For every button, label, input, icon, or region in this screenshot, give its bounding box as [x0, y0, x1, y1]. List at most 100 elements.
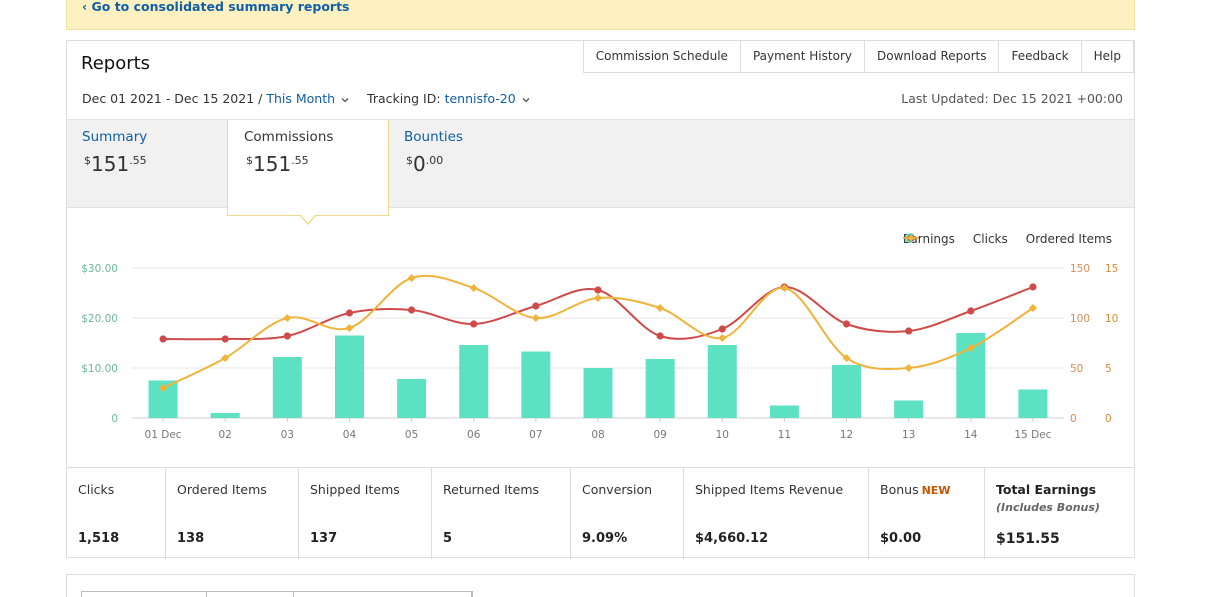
currency-symbol: $ — [246, 154, 253, 167]
ordered-items-point — [594, 294, 602, 302]
stat-shipped-items-label: Shipped Items — [310, 482, 400, 497]
x-tick-label: 02 — [219, 429, 232, 441]
y-right-clicks-tick-label: 100 — [1070, 313, 1090, 325]
clicks-point — [221, 335, 229, 343]
stat-shipped-revenue-value: $4,660.12 — [695, 531, 769, 546]
stat-ordered-items: Ordered Items 138 — [166, 468, 299, 559]
nav-download-reports[interactable]: Download Reports — [865, 41, 1000, 72]
amount-whole: 0 — [413, 152, 426, 176]
stat-shipped-revenue: Shipped Items Revenue $4,660.12 — [684, 468, 869, 559]
earnings-bar — [397, 379, 427, 418]
chevron-down-icon — [341, 97, 349, 102]
stat-clicks: Clicks 1,518 — [67, 468, 166, 559]
secondary-tab-strip — [81, 591, 473, 597]
ordered-items-point — [718, 334, 727, 342]
x-tick-label: 06 — [467, 429, 481, 441]
date-separator: / — [258, 91, 263, 106]
stat-total-earnings: Total Earnings (Includes Bonus) $151.55 — [985, 468, 1134, 559]
stat-clicks-label: Clicks — [78, 482, 115, 497]
ordered-items-point — [966, 344, 975, 352]
consolidated-reports-link[interactable]: ‹ Go to consolidated summary reports — [82, 0, 350, 14]
y-right-items-tick-label: 5 — [1105, 363, 1112, 375]
period-dropdown[interactable]: This Month — [266, 91, 351, 106]
y-right-items-tick-label: 10 — [1105, 313, 1118, 325]
clicks-point — [1029, 283, 1037, 291]
ordered-items-point — [469, 284, 478, 292]
clicks-point — [656, 332, 664, 340]
secondary-tab[interactable] — [82, 592, 207, 597]
earnings-bar — [210, 413, 240, 418]
nav-commission-schedule[interactable]: Commission Schedule — [584, 41, 741, 72]
clicks-point — [159, 335, 167, 343]
y-right-clicks-tick-label: 0 — [1070, 413, 1077, 425]
earnings-bar — [334, 335, 364, 418]
stat-total-earnings-label: Total Earnings — [996, 482, 1097, 497]
ordered-items-point — [1028, 304, 1037, 312]
secondary-card — [66, 574, 1135, 597]
x-tick-label: 05 — [405, 429, 418, 441]
nav-feedback[interactable]: Feedback — [999, 41, 1082, 72]
amount-cents: .55 — [129, 154, 147, 167]
secondary-tab[interactable] — [207, 592, 294, 597]
legend-earnings-label: Earnings — [902, 232, 955, 246]
ordered-items-point — [345, 324, 354, 332]
x-tick-label: 15 Dec — [1014, 429, 1051, 441]
y-left-tick-label: $30.00 — [81, 263, 118, 275]
x-tick-label: 11 — [778, 429, 791, 441]
earnings-bar — [1018, 389, 1048, 418]
stat-returned-items-value: 5 — [443, 531, 453, 546]
ordered-items-point — [656, 304, 665, 312]
earnings-bar — [459, 345, 489, 418]
x-tick-label: 04 — [343, 429, 357, 441]
clicks-point — [470, 320, 478, 328]
x-tick-label: 03 — [281, 429, 294, 441]
ordered-items-point — [283, 314, 292, 322]
amount-cents: .00 — [425, 154, 444, 167]
amount-whole: 151 — [91, 152, 130, 176]
earnings-bar — [272, 357, 302, 418]
legend-ordered-items-marker — [902, 234, 919, 242]
y-right-items-tick-label: 15 — [1105, 263, 1118, 275]
tab-commissions-value: $151.55 — [246, 152, 309, 176]
clicks-point — [842, 320, 851, 328]
x-tick-label: 01 Dec — [145, 429, 182, 441]
earnings-bar — [707, 345, 737, 418]
earnings-bar — [894, 400, 924, 418]
summary-tabs: Summary $151.55 Commissions $151.55 Boun… — [67, 119, 1134, 225]
legend-ordered-items[interactable]: Ordered Items — [902, 232, 1112, 246]
stat-shipped-revenue-label: Shipped Items Revenue — [695, 482, 844, 497]
tab-bounties[interactable]: Bounties $0.00 — [389, 120, 549, 209]
stat-bonus-text: Bonus — [880, 482, 919, 497]
ordered-items-point — [221, 354, 230, 362]
amount-cents: .55 — [291, 154, 309, 167]
tab-bounties-label: Bounties — [404, 129, 464, 145]
stat-total-earnings-value: $151.55 — [996, 531, 1060, 547]
tab-summary[interactable]: Summary $151.55 — [67, 120, 227, 209]
tracking-id-dropdown[interactable]: tennisfo-20 — [445, 91, 532, 106]
x-tick-label: 13 — [902, 429, 915, 441]
stat-bonus: Bonus NEW $0.00 — [869, 468, 985, 559]
legend-clicks-label: Clicks — [972, 232, 1008, 246]
earnings-bar — [832, 365, 862, 418]
earnings-bar — [583, 368, 613, 418]
tab-summary-label: Summary — [82, 129, 148, 145]
earnings-bar — [645, 359, 675, 418]
reports-card: Reports Commission Schedule Payment Hist… — [66, 40, 1135, 559]
secondary-tab[interactable] — [294, 592, 472, 597]
tab-commissions[interactable]: Commissions $151.55 — [227, 120, 389, 225]
x-tick-label: 09 — [653, 429, 666, 441]
clicks-point — [594, 286, 602, 294]
x-tick-label: 14 — [964, 429, 978, 441]
new-badge: NEW — [921, 484, 951, 497]
earnings-chart: Earnings Clicks Ordered Items 0 $10.00 $20… — [67, 209, 1134, 467]
stat-conversion-value: 9.09% — [582, 531, 628, 546]
tab-commissions-label: Commissions — [244, 129, 334, 145]
last-updated: Last Updated: Dec 15 2021 +00:00 — [901, 91, 1123, 106]
tab-summary-value: $151.55 — [84, 152, 147, 176]
nav-payment-history[interactable]: Payment History — [741, 41, 865, 72]
stat-conversion-label: Conversion — [582, 482, 653, 497]
nav-help[interactable]: Help — [1082, 41, 1134, 72]
filter-row: Dec 01 2021 - Dec 15 2021 / This Month T… — [82, 91, 532, 106]
clicks-point — [905, 327, 913, 335]
